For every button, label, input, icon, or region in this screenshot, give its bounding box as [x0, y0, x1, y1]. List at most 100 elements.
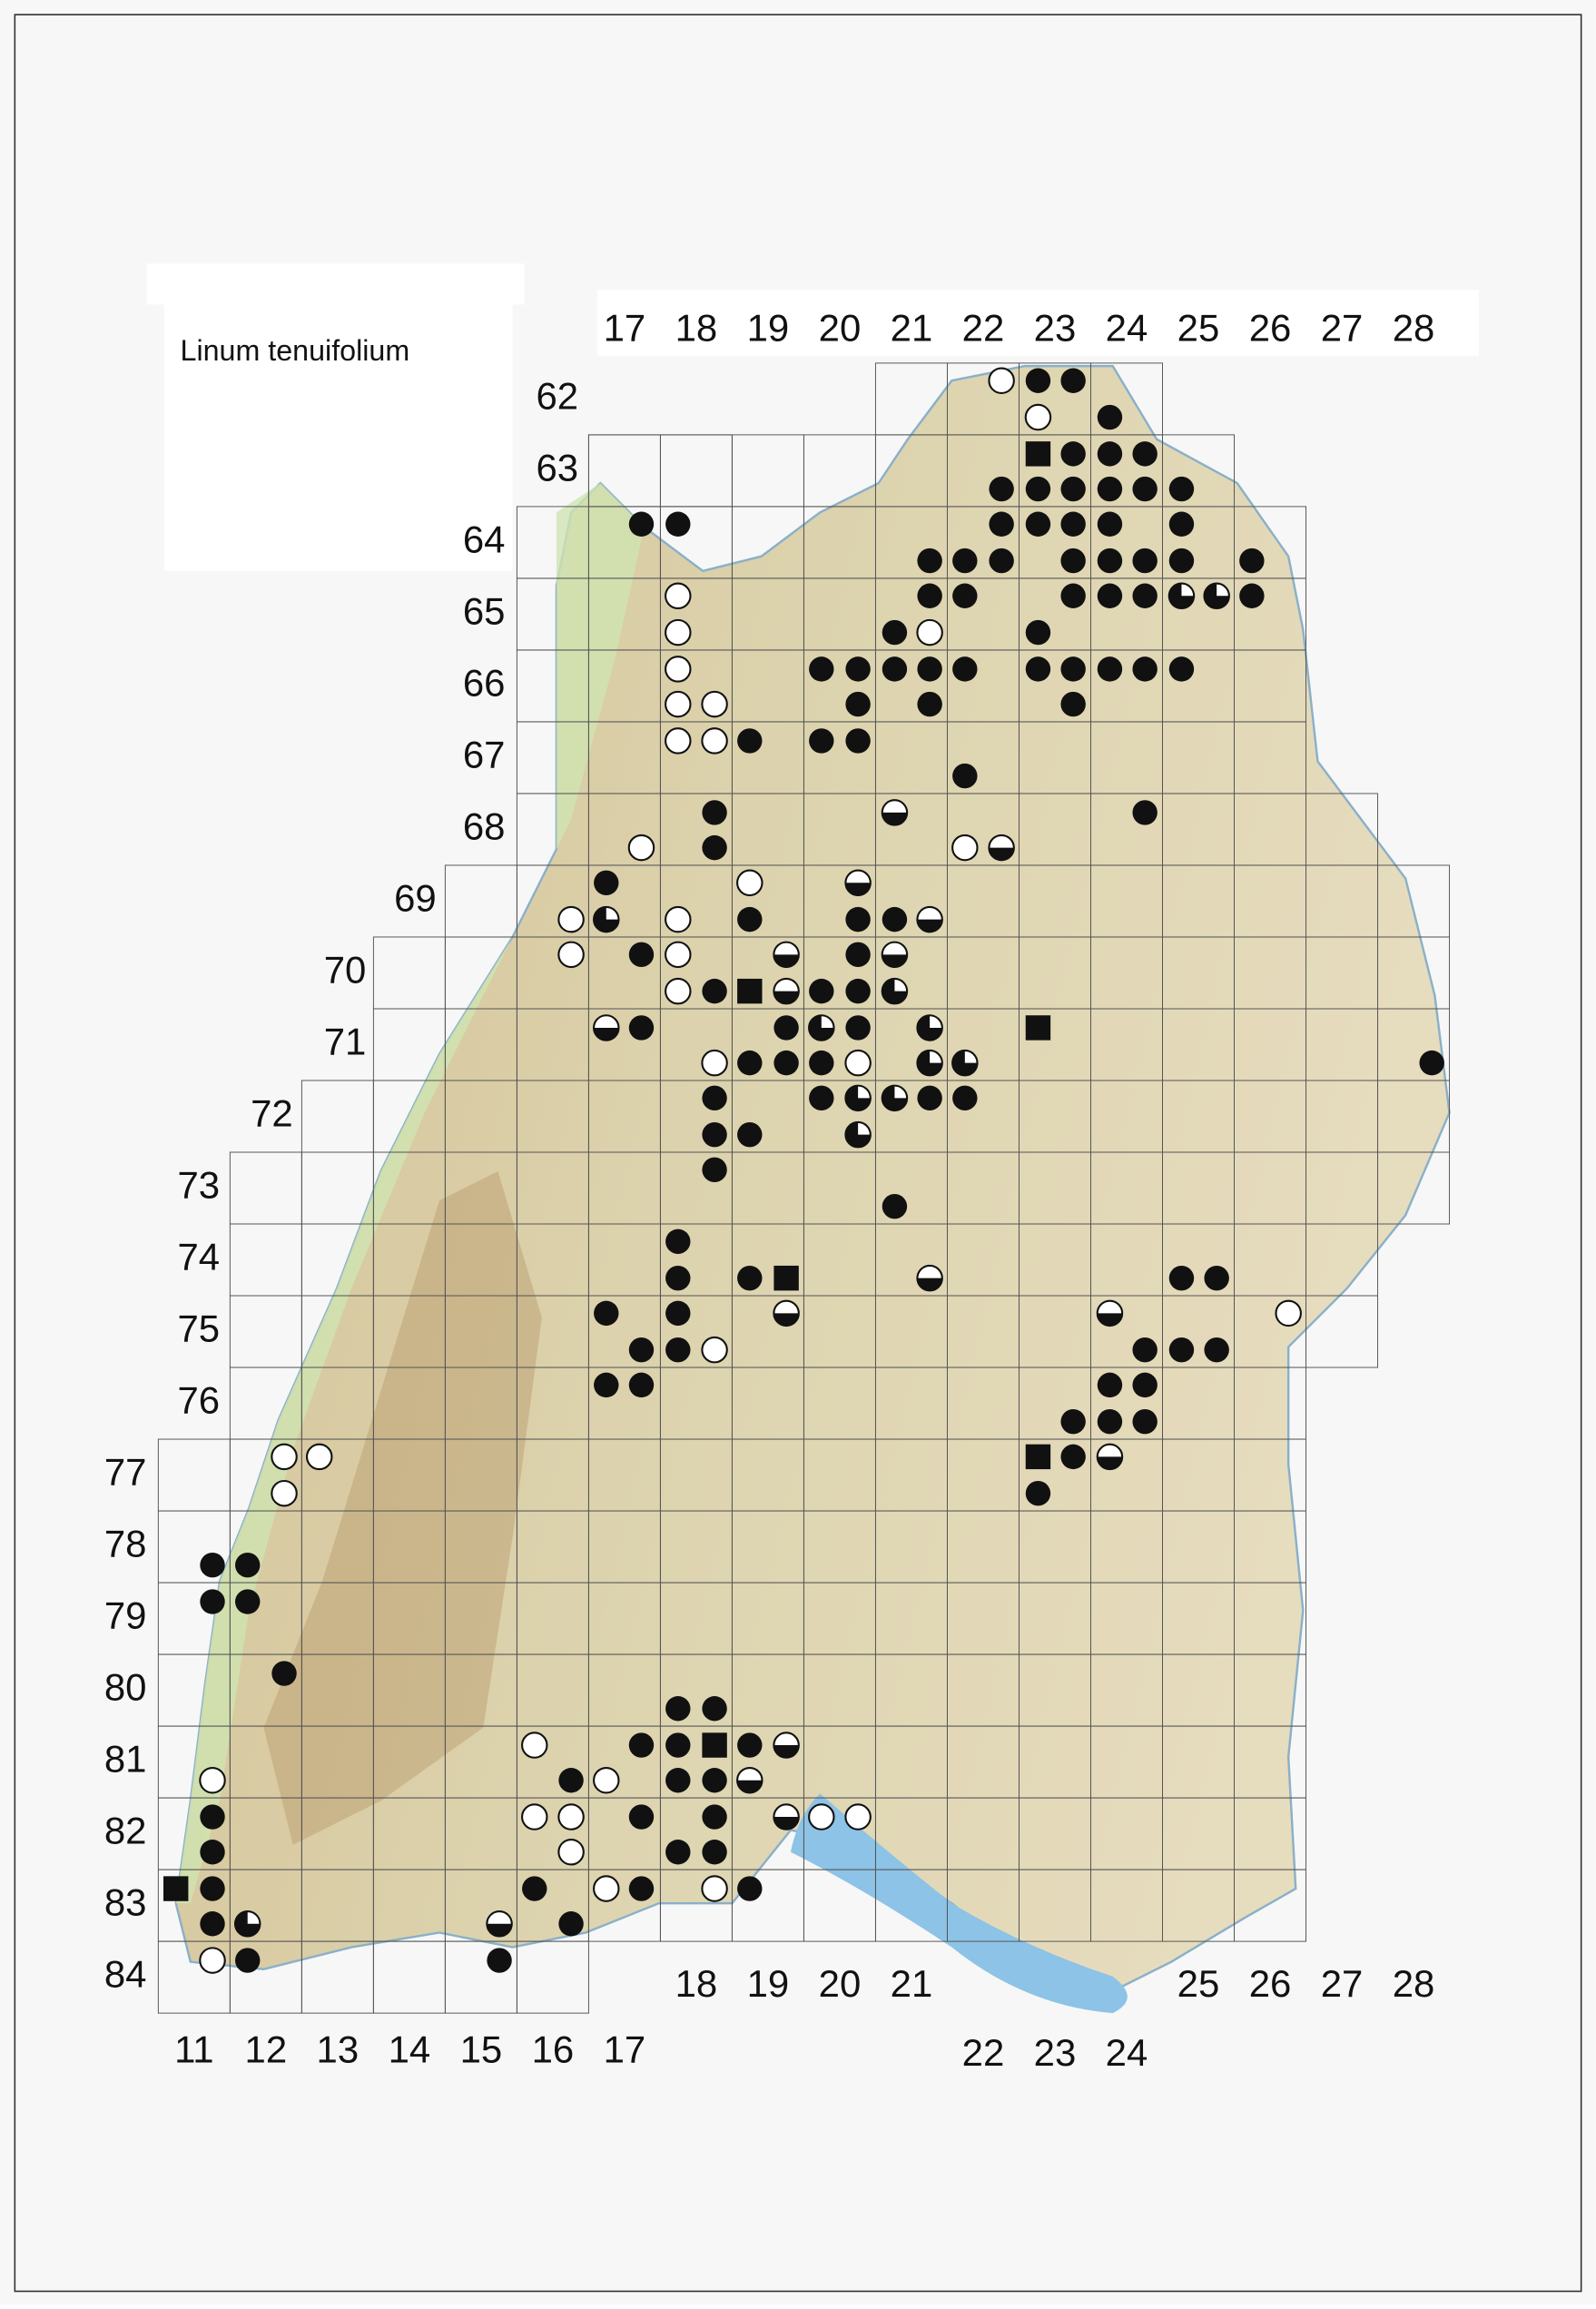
record-filled	[665, 1229, 691, 1255]
record-open	[593, 1875, 620, 1902]
row-label: 73	[177, 1164, 220, 1207]
record-filled	[1097, 441, 1123, 467]
record-quarter-fill	[594, 906, 619, 932]
record-filled	[989, 511, 1014, 537]
record-quarter-fill	[845, 1121, 871, 1148]
column-label: 15	[460, 2028, 503, 2071]
record-square	[1025, 1444, 1051, 1470]
column-label: 26	[1249, 306, 1292, 349]
record-half-fill	[917, 919, 942, 932]
grid	[157, 362, 1451, 2014]
record-filled	[702, 1085, 727, 1111]
record-filled	[1060, 511, 1086, 537]
record-open	[271, 1443, 298, 1471]
column-label: 12	[245, 2028, 288, 2071]
record-open	[665, 905, 692, 933]
column-label: 22	[962, 306, 1005, 349]
record-open	[665, 656, 692, 683]
row-label: 75	[177, 1307, 220, 1350]
record-filled	[1204, 1337, 1229, 1363]
record-filled	[1097, 583, 1123, 608]
column-label: 19	[747, 1962, 790, 2005]
grid-cell	[1305, 1295, 1379, 1368]
record-open	[665, 977, 692, 1005]
record-open	[627, 834, 655, 862]
grid-labels: 17 18 19 20 21 22 23 24 25 26 27 28 62 63 64 65 66 67 68 69…	[104, 306, 1435, 2073]
species-title: Linum tenuifolium	[181, 334, 410, 367]
record-open	[199, 1766, 226, 1794]
record-filled	[1060, 476, 1086, 502]
record-open	[844, 1803, 872, 1830]
record-open	[557, 941, 585, 969]
column-label: 21	[891, 1962, 933, 2005]
record-filled	[628, 942, 655, 968]
column-label: 23	[1034, 306, 1077, 349]
record-filled	[628, 1337, 655, 1363]
record-filled	[917, 548, 942, 574]
record-quarter-fill	[882, 1085, 908, 1111]
record-half-fill	[773, 1745, 799, 1758]
record-open	[521, 1732, 548, 1759]
record-filled	[558, 1911, 584, 1937]
record-filled	[1025, 368, 1051, 393]
record-filled	[882, 1193, 908, 1219]
record-filled	[200, 1804, 225, 1830]
record-filled	[737, 1732, 763, 1758]
record-filled	[235, 1948, 261, 1973]
record-filled	[845, 656, 871, 682]
column-label: 23	[1034, 2031, 1077, 2074]
column-label: 20	[819, 306, 862, 349]
column-label: 20	[819, 1962, 862, 2005]
record-filled	[1025, 476, 1051, 502]
record-open	[736, 869, 764, 897]
record-filled	[271, 1661, 297, 1686]
column-label: 18	[675, 306, 718, 349]
row-label: 70	[324, 949, 367, 992]
record-half-fill	[882, 812, 908, 825]
record-open	[701, 1336, 728, 1364]
record-filled	[1419, 1050, 1444, 1076]
column-label: 28	[1393, 1962, 1435, 2005]
record-filled	[702, 1121, 727, 1148]
record-filled	[200, 1840, 225, 1865]
grid-cell	[1234, 1869, 1307, 1942]
record-filled	[1097, 476, 1123, 502]
record-open	[701, 1049, 728, 1077]
record-filled	[1097, 1408, 1123, 1435]
row-label: 81	[104, 1738, 147, 1781]
record-open	[557, 1803, 585, 1830]
record-half-fill	[773, 954, 799, 967]
record-filled	[702, 1804, 727, 1830]
row-label: 66	[463, 662, 506, 705]
record-filled	[200, 1911, 225, 1937]
record-open	[665, 941, 692, 969]
record-open	[665, 690, 692, 718]
record-half-fill	[1097, 1456, 1123, 1470]
record-filled	[522, 1876, 547, 1901]
record-filled	[235, 1589, 261, 1614]
record-half-fill	[917, 1278, 942, 1291]
record-open	[916, 618, 943, 646]
record-filled	[1060, 691, 1086, 717]
record-filled	[1060, 548, 1086, 574]
record-filled	[1204, 1265, 1229, 1291]
record-quarter-fill	[917, 1015, 942, 1041]
record-filled	[558, 1768, 584, 1793]
record-filled	[1097, 404, 1123, 430]
row-label: 68	[463, 805, 506, 848]
record-filled	[917, 1085, 942, 1111]
column-label: 27	[1321, 306, 1364, 349]
record-filled	[200, 1876, 225, 1901]
record-open	[305, 1443, 333, 1471]
record-filled	[628, 1876, 655, 1901]
row-label: 78	[104, 1523, 147, 1565]
row-label: 79	[104, 1594, 147, 1637]
record-filled	[1132, 1372, 1158, 1398]
record-filled	[665, 1696, 691, 1722]
row-label: 65	[463, 590, 506, 633]
record-filled	[845, 978, 871, 1004]
record-filled	[1060, 441, 1086, 467]
record-filled	[989, 548, 1014, 574]
record-filled	[628, 1015, 655, 1041]
